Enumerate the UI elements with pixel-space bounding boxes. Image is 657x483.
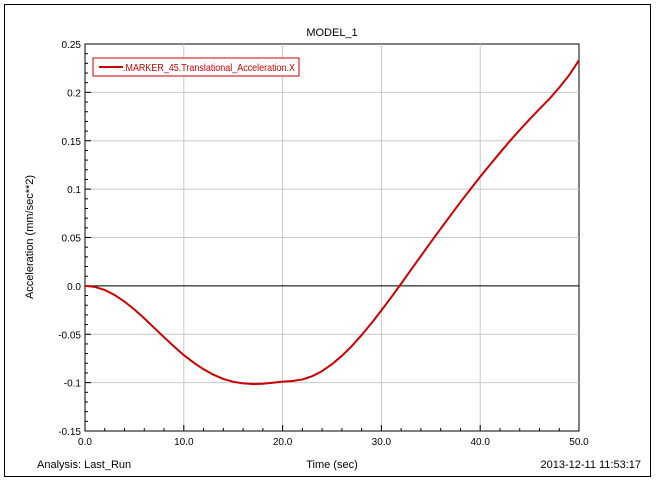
- legend-box: [92, 57, 300, 77]
- analysis-footer: Analysis: Last_Run: [37, 459, 131, 471]
- series-layer: [84, 59, 580, 385]
- y-tick-label: 0.2: [67, 88, 81, 99]
- y-tick-label: 0.25: [62, 40, 82, 51]
- x-tick-label: 30.0: [372, 437, 392, 448]
- chart-frame: 0.0 10.0 20.0 30.0 40.0 50.0 0.25 0.2 0.15 0.1 0.0…: [4, 4, 651, 477]
- legend-label: .MARKER_45.Translational_Acceleration.X: [123, 62, 295, 74]
- x-tick-label: 20.0: [273, 437, 293, 448]
- y-tick-label: -0.05: [58, 330, 81, 341]
- axis-ticks: 0.0 10.0 20.0 30.0 40.0 50.0 0.25 0.2 0.15 0.1 0.0…: [58, 40, 589, 448]
- x-tick-label: 50.0: [569, 437, 589, 448]
- y-tick-label: 0.05: [62, 234, 82, 245]
- y-tick-label: 0.15: [62, 137, 82, 148]
- x-tick-label: 0.0: [78, 437, 92, 448]
- y-tick-label: 0.1: [67, 185, 81, 196]
- series-line-acceleration-x: [84, 59, 580, 385]
- y-tick-label: -0.1: [64, 379, 82, 390]
- x-tick-label: 10.0: [174, 437, 194, 448]
- chart-title: MODEL_1: [306, 27, 357, 39]
- y-axis-label: Acceleration (mm/sec**2): [24, 175, 36, 299]
- y-tick-label: 0.0: [67, 282, 81, 293]
- chart-svg: 0.0 10.0 20.0 30.0 40.0 50.0 0.25 0.2 0.15 0.1 0.0…: [24, 27, 641, 471]
- x-axis-label: Time (sec): [306, 459, 358, 471]
- timestamp-footer: 2013-12-11 11:53:17: [540, 459, 641, 471]
- x-tick-label: 40.0: [470, 437, 490, 448]
- legend: .MARKER_45.Translational_Acceleration.X: [92, 57, 300, 77]
- y-tick-label: -0.15: [58, 427, 81, 438]
